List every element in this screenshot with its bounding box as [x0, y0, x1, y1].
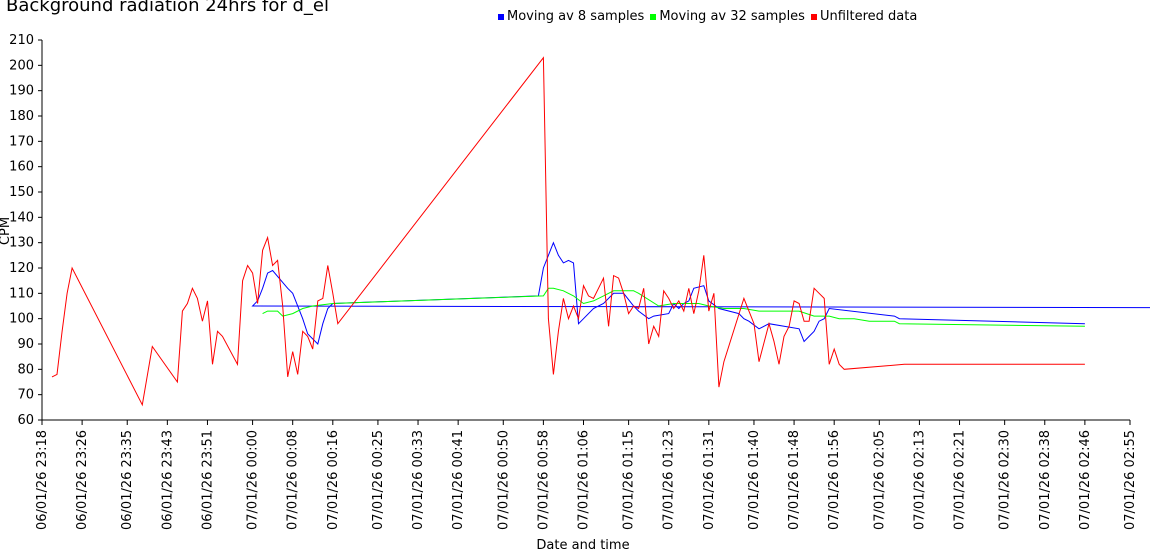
- x-tick-label: 06/01/26 23:35: [120, 430, 135, 530]
- x-tick-label: 06/01/26 23:18: [35, 430, 50, 530]
- legend-label-moving-av-32-samples: Moving av 32 samples: [659, 9, 805, 24]
- x-tick-label: 07/01/26 00:00: [246, 430, 261, 530]
- x-tick-label: 07/01/26 01:56: [827, 430, 842, 530]
- legend-label-moving-av-8-samples: Moving av 8 samples: [507, 9, 645, 24]
- series-layer: [51, 56, 1150, 407]
- y-tick-label: 180: [9, 109, 34, 124]
- y-tick-label: 190: [9, 84, 34, 99]
- y-tick-label: 200: [9, 58, 34, 73]
- x-tick-label: 07/01/26 00:08: [286, 430, 301, 530]
- x-tick-label: 07/01/26 01:23: [662, 430, 677, 530]
- legend-item-moving-av-8-samples: Moving av 8 samples: [498, 9, 644, 24]
- legend-swatch-moving-av-32-samples: [650, 13, 657, 20]
- y-axis-label: CPM: [0, 217, 13, 245]
- series-line-moving-av-32-samples: [262, 287, 1085, 327]
- x-tick-label: 07/01/26 02:55: [1123, 430, 1138, 530]
- y-tick-label: 110: [9, 286, 34, 301]
- y-tick-label: 80: [17, 362, 34, 377]
- y-tick-label: 90: [17, 337, 34, 352]
- chart-title: Background radiation 24hrs for d_el: [6, 0, 329, 16]
- x-tick-label: 06/01/26 23:51: [200, 430, 215, 530]
- x-tick-label: 07/01/26 00:41: [451, 430, 466, 530]
- x-tick-label: 07/01/26 00:50: [496, 430, 511, 530]
- x-tick-label: 07/01/26 02:05: [872, 430, 887, 530]
- series-line-unfiltered-data: [51, 56, 1085, 407]
- y-tick-label: 120: [9, 261, 34, 276]
- axes: 60 70 80 90 100 110 120 130 140 150 160 170 180 190 20…: [9, 33, 1138, 530]
- x-tick-label: 07/01/26 00:58: [536, 430, 551, 530]
- x-tick-label: 07/01/26 00:16: [326, 430, 341, 530]
- y-tick-label: 60: [17, 413, 34, 428]
- legend-item-moving-av-32-samples: Moving av 32 samples: [650, 9, 805, 24]
- y-tick-label: 170: [9, 134, 34, 149]
- y-tick-label: 150: [9, 185, 34, 200]
- x-tick-label: 06/01/26 23:43: [160, 430, 175, 530]
- x-tick-label: 07/01/26 02:38: [1038, 430, 1053, 530]
- y-tick-label: 160: [9, 160, 34, 175]
- x-tick-label: 07/01/26 01:06: [576, 430, 591, 530]
- y-tick-label: 100: [9, 312, 34, 327]
- legend-label-unfiltered-data: Unfiltered data: [819, 9, 918, 24]
- series-line-moving-av-8-samples: [251, 241, 1150, 345]
- x-tick-label: 06/01/26 23:26: [75, 430, 90, 530]
- legend-item-unfiltered-data: Unfiltered data: [810, 9, 918, 24]
- y-tick-label: 210: [9, 33, 34, 48]
- x-tick-label: 07/01/26 00:33: [411, 430, 426, 530]
- legend: Moving av 8 samples Moving av 32 samples U…: [498, 9, 923, 24]
- x-tick-label: 07/01/26 01:15: [622, 430, 637, 530]
- y-tick-label: 140: [9, 210, 34, 225]
- x-tick-label: 07/01/26 02:13: [912, 430, 927, 530]
- x-tick-label: 07/01/26 02:21: [953, 430, 968, 530]
- legend-swatch-moving-av-8-samples: [498, 13, 504, 20]
- x-tick-label: 07/01/26 00:25: [371, 430, 386, 530]
- x-axis-label: Date and time: [536, 538, 629, 553]
- y-tick-label: 130: [9, 236, 34, 251]
- x-tick-label: 07/01/26 01:31: [702, 430, 717, 530]
- x-tick-label: 07/01/26 01:40: [747, 430, 762, 530]
- y-tick-label: 70: [17, 388, 34, 403]
- x-tick-label: 07/01/26 02:46: [1078, 430, 1093, 530]
- x-tick-label: 07/01/26 01:48: [787, 430, 802, 530]
- legend-swatch-unfiltered-data: [810, 13, 817, 20]
- x-tick-label: 07/01/26 02:30: [998, 430, 1013, 530]
